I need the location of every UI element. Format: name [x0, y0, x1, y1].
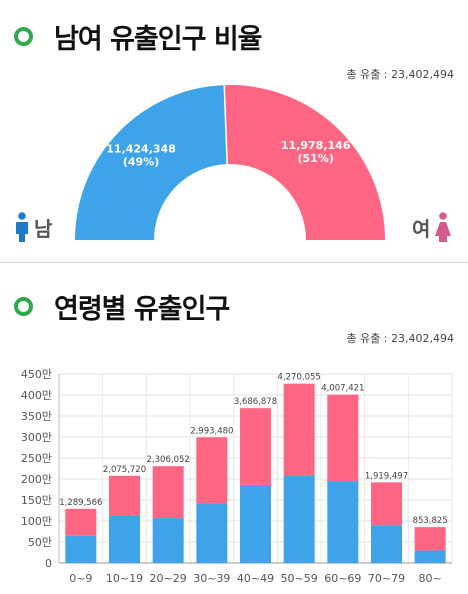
y-tick-label: 250만 — [21, 452, 52, 465]
age-title-text: 연령별 유출인구 — [54, 294, 230, 325]
bar-segment-male — [152, 518, 184, 563]
bar-segment-female — [371, 482, 402, 526]
x-tick-label: 60~69 — [324, 572, 361, 585]
gender-total: 총 유출 : 23,402,494 — [346, 68, 454, 81]
bar-segment-female — [327, 394, 359, 482]
bar-total-label: 4,007,421 — [321, 384, 364, 394]
male-person-icon — [16, 212, 28, 242]
y-tick-label: 350만 — [21, 410, 52, 423]
bar-segment-female — [196, 437, 228, 504]
bar-segment-male — [109, 515, 140, 563]
donut-value-label: 11,424,348 — [106, 142, 176, 155]
donut-value-label: 11,978,146 — [281, 139, 351, 152]
gender-section-title: 남여 유출인구 비율 — [14, 17, 263, 56]
male-legend: 남 — [14, 212, 52, 242]
bar-segment-male — [327, 481, 359, 563]
male-label: 남 — [34, 216, 53, 241]
bar-total-label: 2,993,480 — [190, 426, 233, 436]
bar-segment-male — [196, 503, 228, 563]
bar-total-label: 2,306,052 — [147, 455, 190, 465]
x-tick-label: 30~39 — [193, 572, 230, 585]
bar-segment-female — [240, 408, 271, 485]
bar-segment-female — [414, 527, 446, 551]
gender-title-text: 남여 유출인구 비율 — [54, 24, 263, 55]
donut-slice-female — [224, 85, 385, 240]
circle-bullet-icon — [14, 27, 33, 46]
y-tick-label: 400만 — [21, 389, 52, 402]
donut-percent-label: (51%) — [297, 152, 333, 165]
y-tick-label: 300만 — [21, 431, 52, 444]
circle-bullet-icon — [14, 297, 33, 316]
bar-segment-male — [65, 535, 97, 563]
bar-total-label: 2,075,720 — [103, 465, 146, 475]
donut-slice-male — [75, 85, 228, 240]
section-divider — [0, 262, 468, 263]
bar-segment-female — [109, 475, 140, 516]
x-tick-label: 70~79 — [368, 572, 405, 585]
bar-total-label: 1,919,497 — [365, 471, 408, 481]
female-legend: 여 — [412, 212, 452, 242]
female-person-icon — [435, 212, 452, 242]
x-tick-label: 20~29 — [150, 572, 187, 585]
x-tick-label: 50~59 — [281, 572, 318, 585]
bar-segment-male — [283, 476, 315, 563]
age-bar-chart: 0 50만 100만 150만 200만 250만 300만 350만 400만 450만 1,28… — [21, 368, 453, 585]
bar-segment-male — [414, 550, 446, 563]
y-tick-label: 450만 — [21, 368, 52, 381]
bar-segment-male — [371, 525, 402, 563]
bar-segment-male — [240, 484, 271, 563]
y-tick-label: 50만 — [28, 536, 52, 549]
y-tick-label: 150만 — [21, 494, 52, 507]
donut-separator — [223, 85, 228, 165]
bar-total-label: 1,289,566 — [59, 498, 102, 508]
gender-donut-chart: 11,424,348(49%) 11,978,146(51%) — [75, 85, 385, 240]
y-tick-label: 200만 — [21, 473, 52, 486]
x-tick-label: 40~49 — [237, 572, 274, 585]
female-label: 여 — [412, 216, 431, 241]
bar-segment-female — [65, 508, 97, 536]
age-section-title: 연령별 유출인구 — [14, 287, 230, 326]
bar-total-label: 4,270,055 — [278, 373, 321, 383]
bar-total-label: 853,825 — [413, 516, 448, 526]
x-tick-label: 80~ — [419, 572, 442, 585]
x-tick-label: 0~9 — [69, 572, 92, 585]
bar-segment-female — [283, 383, 315, 477]
donut-percent-label: (49%) — [123, 155, 159, 168]
y-tick-label: 100만 — [21, 515, 52, 528]
age-total: 총 유출 : 23,402,494 — [346, 332, 454, 345]
x-tick-label: 10~19 — [106, 572, 143, 585]
y-tick-label: 0 — [45, 557, 52, 570]
bar-segment-female — [152, 466, 184, 519]
bar-total-label: 3,686,878 — [234, 397, 277, 407]
